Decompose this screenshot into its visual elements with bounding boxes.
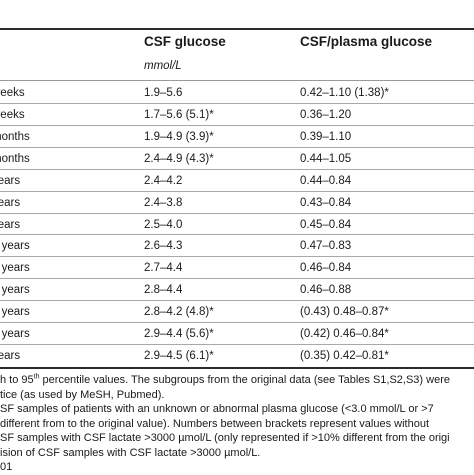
csf-glucose-cell: 2.6–4.3 <box>144 240 183 253</box>
footnote-line: ision of CSF samples with CSF lactate >3… <box>0 446 261 459</box>
age-cell: years <box>0 218 21 231</box>
ratio-cell: 0.43–0.84 <box>300 196 352 209</box>
age-cell: 0 years <box>0 306 30 319</box>
csf-glucose-cell: 2.8–4.2 (4.8)* <box>144 306 214 319</box>
csf-glucose-cell: 2.5–4.0 <box>144 218 183 231</box>
age-cell: weeks <box>0 87 25 99</box>
ratio-cell: 0.39–1.10 <box>300 130 352 143</box>
csf-glucose-cell: 2.7–4.4 <box>144 262 183 275</box>
age-cell: 0 years <box>0 328 30 341</box>
age-cell: weeks <box>0 108 25 121</box>
ratio-cell: 0.42–1.10 (1.38)* <box>300 87 389 99</box>
ratio-cell: 0.44–1.05 <box>300 152 352 165</box>
unit-label-csf: mmol/L <box>144 60 182 72</box>
table-row: 0 years 2.9–4.4 (5.6)* (0.42) 0.46–0.84* <box>0 323 474 346</box>
footnote-text: percentile values. The subgroups from th… <box>39 374 450 386</box>
ratio-cell: (0.43) 0.48–0.87* <box>300 306 389 319</box>
age-cell: months <box>0 152 30 165</box>
csf-glucose-cell: 2.8–4.4 <box>144 284 183 297</box>
table-row: years 2.4–4.2 0.44–0.84 <box>0 170 474 192</box>
footnote-line: different from to the original value). N… <box>0 417 430 430</box>
csf-glucose-cell: 1.7–5.6 (5.1)* <box>144 108 214 121</box>
table-row: 0 years 2.8–4.2 (4.8)* (0.43) 0.48–0.87* <box>0 301 474 324</box>
age-cell: months <box>0 130 30 143</box>
table-row: weeks 1.9–5.6 0.42–1.10 (1.38)* <box>0 82 474 104</box>
table-footnotes: h to 95th percentile values. The subgrou… <box>0 373 474 475</box>
ratio-cell: 0.45–0.84 <box>300 218 352 231</box>
table-row: years 2.5–4.0 0.45–0.84 <box>0 214 474 236</box>
footnote-line: SF samples of patients with an unknown o… <box>0 403 434 415</box>
age-cell: 0 years <box>0 284 30 297</box>
table-bottom-rule <box>0 367 474 369</box>
footnote-line: SF samples with CSF lactate >3000 µmol/L… <box>0 432 450 444</box>
table-row: weeks 1.7–5.6 (5.1)* 0.36–1.20 <box>0 104 474 126</box>
table-row: years 2.4–3.8 0.43–0.84 <box>0 192 474 214</box>
csf-glucose-cell: 2.9–4.4 (5.6)* <box>144 328 214 341</box>
column-header-csf-glucose: CSF glucose <box>144 34 226 49</box>
table-top-rule <box>0 28 474 30</box>
csf-glucose-cell: 2.4–4.9 (4.3)* <box>144 152 214 165</box>
table-row: years 2.9–4.5 (6.1)* (0.35) 0.42–0.81* <box>0 345 474 367</box>
table-row: 0 years 2.8–4.4 0.46–0.88 <box>0 279 474 302</box>
ratio-cell: (0.35) 0.42–0.81* <box>300 350 389 363</box>
footnote-line: h to 95th percentile values. The subgrou… <box>0 373 474 388</box>
table-row: 3 years 2.6–4.3 0.47–0.83 <box>0 235 474 258</box>
age-cell: 3 years <box>0 240 30 253</box>
ratio-cell: 0.46–0.84 <box>300 262 352 275</box>
table-row: months 1.9–4.9 (3.9)* 0.39–1.10 <box>0 126 474 148</box>
age-cell: years <box>0 350 21 363</box>
ratio-cell: 0.46–0.88 <box>300 284 352 297</box>
footnote-superscript: th <box>33 373 40 381</box>
age-cell: years <box>0 196 21 209</box>
column-header-csf-plasma-glucose: CSF/plasma glucose <box>300 34 433 49</box>
age-cell: 0 years <box>0 262 30 275</box>
csf-glucose-cell: 2.9–4.5 (6.1)* <box>144 350 214 363</box>
ratio-cell: 0.36–1.20 <box>300 108 352 121</box>
ratio-cell: 0.44–0.84 <box>300 174 352 187</box>
table-row: months 2.4–4.9 (4.3)* 0.44–1.05 <box>0 148 474 170</box>
ratio-cell: 0.47–0.83 <box>300 240 352 253</box>
csf-glucose-cell: 1.9–5.6 <box>144 87 183 99</box>
age-cell: years <box>0 174 21 187</box>
ratio-cell: (0.42) 0.46–0.84* <box>300 328 389 341</box>
csf-glucose-cell: 2.4–4.2 <box>144 174 183 187</box>
header-divider <box>0 80 474 81</box>
table-row: 0 years 2.7–4.4 0.46–0.84 <box>0 257 474 280</box>
footnote-text: h to 95 <box>0 374 34 386</box>
csf-glucose-cell: 2.4–3.8 <box>144 196 183 209</box>
csf-glucose-cell: 1.9–4.9 (3.9)* <box>144 130 214 143</box>
footnote-line: 01 <box>0 461 13 473</box>
footnote-line: tice (as used by MeSH, Pubmed). <box>0 388 165 401</box>
